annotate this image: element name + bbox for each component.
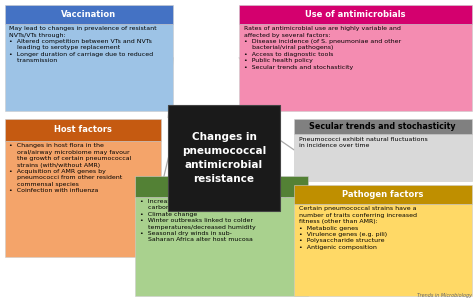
FancyBboxPatch shape	[135, 176, 308, 197]
FancyBboxPatch shape	[5, 119, 161, 141]
Text: Use of antimicrobials: Use of antimicrobials	[305, 10, 406, 19]
Text: Changes in
pneumococcal
antimicrobial
resistance: Changes in pneumococcal antimicrobial re…	[182, 132, 266, 184]
FancyBboxPatch shape	[135, 197, 308, 296]
Text: Environmental factors: Environmental factors	[169, 182, 274, 191]
Text: Rates of antimicrobial use are highly variable and
affected by several factors:
: Rates of antimicrobial use are highly va…	[244, 26, 401, 70]
FancyBboxPatch shape	[5, 5, 173, 24]
FancyBboxPatch shape	[239, 24, 472, 111]
FancyBboxPatch shape	[294, 185, 472, 204]
Text: •  Increased air pollution (black
    carbon increases AMR)
•  Climate change
• : • Increased air pollution (black carbon …	[140, 199, 255, 242]
FancyBboxPatch shape	[5, 24, 173, 111]
FancyBboxPatch shape	[294, 119, 472, 134]
FancyBboxPatch shape	[5, 141, 161, 257]
FancyBboxPatch shape	[239, 5, 472, 24]
Text: Pathogen factors: Pathogen factors	[342, 190, 423, 199]
Text: •  Changes in host flora in the
    oral/airway microbiome may favour
    the gr: • Changes in host flora in the oral/airw…	[9, 144, 132, 193]
Text: Host factors: Host factors	[54, 126, 112, 135]
Text: Trends in Microbiology: Trends in Microbiology	[417, 293, 472, 298]
Text: Secular trends and stochasticity: Secular trends and stochasticity	[310, 122, 456, 131]
FancyBboxPatch shape	[294, 204, 472, 296]
Text: Vaccination: Vaccination	[61, 10, 117, 19]
Text: May lead to changes in prevalence of resistant
NVTs/VTs through:
•  Altered comp: May lead to changes in prevalence of res…	[9, 26, 157, 63]
FancyBboxPatch shape	[168, 105, 280, 211]
Text: Pneumococci exhibit natural fluctuations
in incidence over time: Pneumococci exhibit natural fluctuations…	[299, 137, 428, 148]
Text: Certain pneumococcal strains have a
number of traits conferring increased
fitnes: Certain pneumococcal strains have a numb…	[299, 206, 417, 250]
FancyBboxPatch shape	[294, 134, 472, 181]
